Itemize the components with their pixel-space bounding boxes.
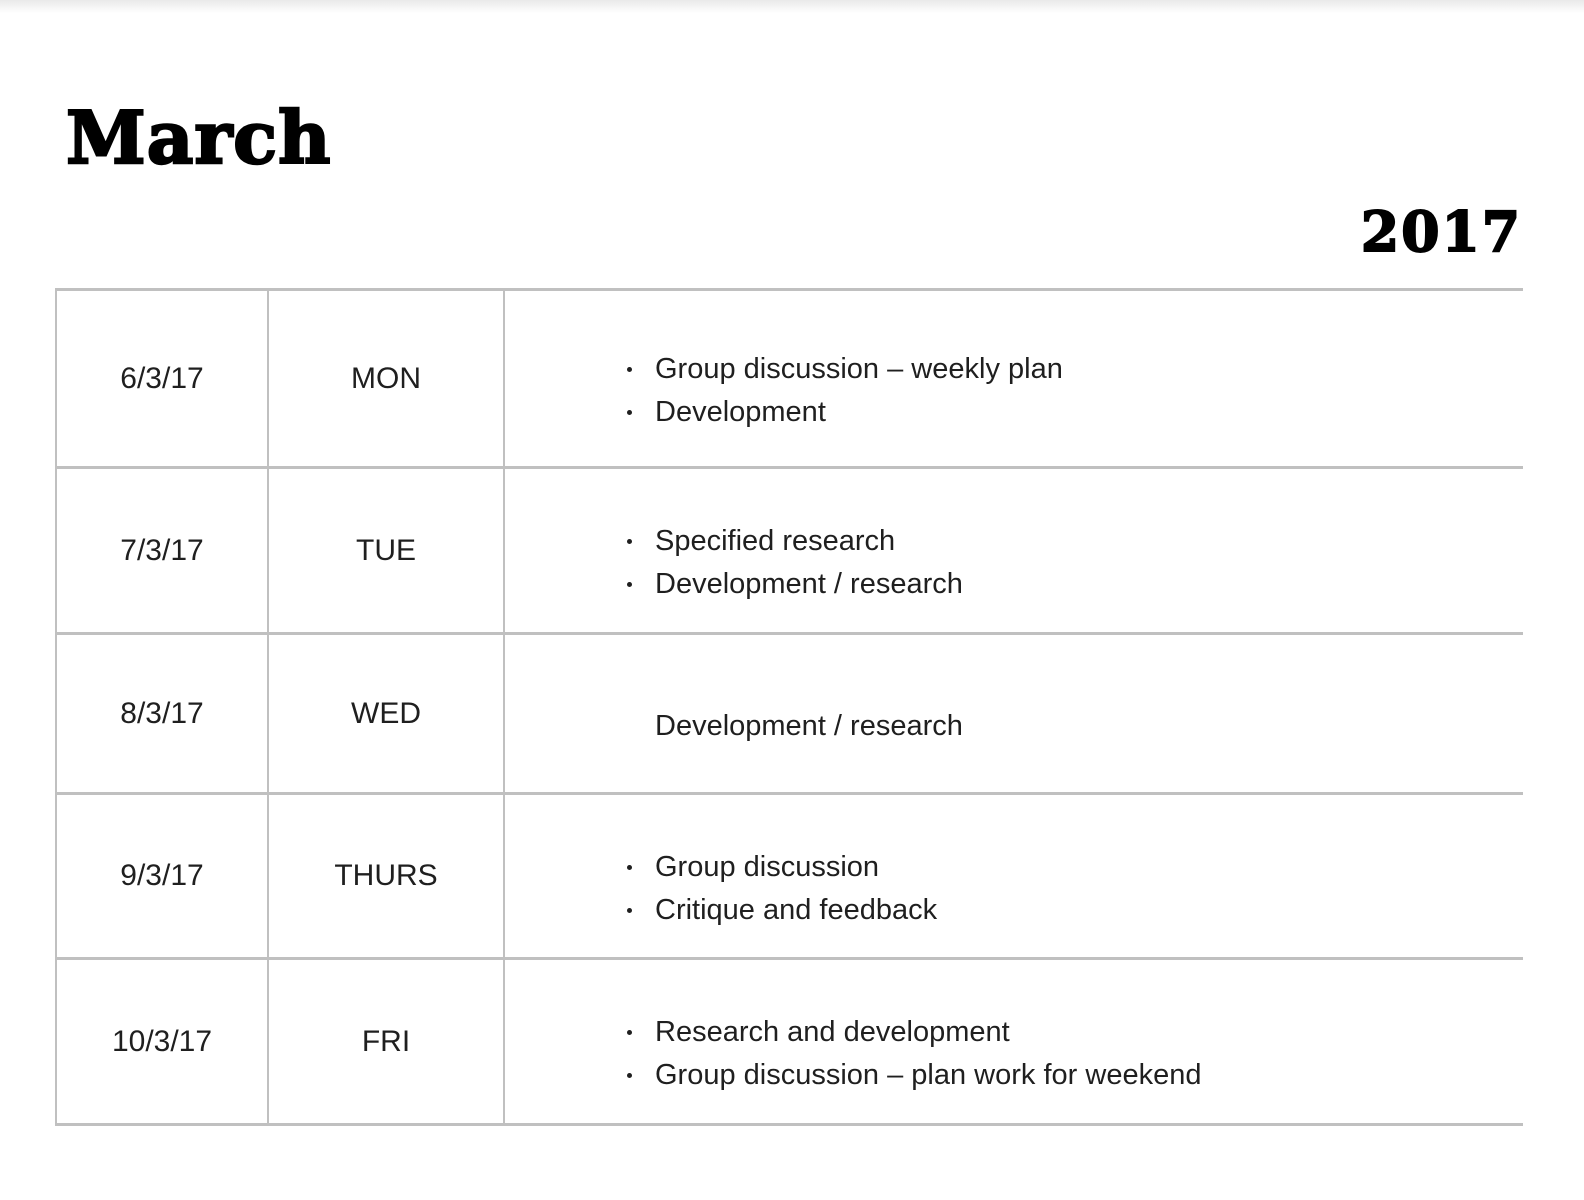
day-cell: MON xyxy=(267,288,504,469)
notes-list: Group discussion Critique and feedback xyxy=(505,821,1523,932)
bullet-dot-icon xyxy=(627,864,632,870)
bullet-dot-icon xyxy=(627,907,632,913)
notes-cell: Specified research Development / research xyxy=(503,466,1523,635)
bullet-item: Critique and feedback xyxy=(627,889,1523,932)
item-text: Specified research xyxy=(655,525,896,557)
notes-list: Group discussion – weekly plan Developmen… xyxy=(505,323,1523,434)
item-text: Development / research xyxy=(655,709,963,742)
page-edge-shade xyxy=(0,0,1584,13)
day-cell: THURS xyxy=(267,792,504,960)
item-text: Development / research xyxy=(655,568,963,600)
table-row: 7/3/17 TUE Specified research Development /… xyxy=(55,466,1523,635)
table-row: 10/3/17 FRI Research and development Group … xyxy=(55,957,1523,1126)
date-cell: 8/3/17 xyxy=(55,632,268,795)
table-row: 8/3/17 WED Development / research xyxy=(55,632,1523,795)
schedule-table: 6/3/17 MON Group discussion – weekly plan D… xyxy=(55,288,1523,1126)
day-cell: FRI xyxy=(267,957,504,1126)
bullet-dot-icon xyxy=(627,367,632,372)
item-text: Development xyxy=(655,396,826,428)
bullet-item: Group discussion xyxy=(627,846,1523,889)
schedule-table-body: 6/3/17 MON Group discussion – weekly plan D… xyxy=(55,288,1523,1126)
bullet-item: Development xyxy=(627,391,1523,434)
bullet-item: Research and development xyxy=(627,1011,1523,1054)
notes-cell: Development / research xyxy=(503,632,1523,795)
notes-cell: Group discussion Critique and feedback xyxy=(503,792,1523,960)
item-text: Critique and feedback xyxy=(655,893,938,926)
bullet-item: Development / research xyxy=(627,563,1523,606)
day-cell: WED xyxy=(267,632,504,795)
bullet-dot-icon xyxy=(627,410,632,415)
item-text: Research and development xyxy=(655,1016,1010,1048)
date-cell: 10/3/17 xyxy=(55,957,268,1126)
table-row: 6/3/17 MON Group discussion – weekly plan D… xyxy=(55,288,1523,469)
date-cell: 6/3/17 xyxy=(55,288,268,469)
month-title: March xyxy=(65,95,332,180)
bullet-dot-icon xyxy=(627,582,632,587)
notes-list: Development / research xyxy=(505,680,1523,748)
bullet-item: Group discussion – weekly plan xyxy=(627,348,1523,391)
item-text: Group discussion xyxy=(655,850,880,883)
notes-cell: Group discussion – weekly plan Developmen… xyxy=(503,288,1523,469)
bullet-item: Group discussion – plan work for weekend xyxy=(627,1054,1523,1097)
table-row: 9/3/17 THURS Group discussion Critique and … xyxy=(55,792,1523,960)
text-item: Development / research xyxy=(655,705,1523,748)
notes-list: Specified research Development / research xyxy=(505,495,1523,606)
bullet-dot-icon xyxy=(627,1073,632,1078)
bullet-dot-icon xyxy=(627,539,632,544)
day-cell: TUE xyxy=(267,466,504,635)
date-cell: 9/3/17 xyxy=(55,792,268,960)
date-cell: 7/3/17 xyxy=(55,466,268,635)
bullet-item: Specified research xyxy=(627,520,1523,563)
notes-cell: Research and development Group discussion… xyxy=(503,957,1523,1126)
bullet-dot-icon xyxy=(627,1030,632,1035)
item-text: Group discussion – weekly plan xyxy=(655,353,1063,385)
item-text: Group discussion – plan work for weekend xyxy=(655,1059,1202,1091)
notes-list: Research and development Group discussion… xyxy=(505,986,1523,1097)
year-label: 2017 xyxy=(1360,199,1522,264)
